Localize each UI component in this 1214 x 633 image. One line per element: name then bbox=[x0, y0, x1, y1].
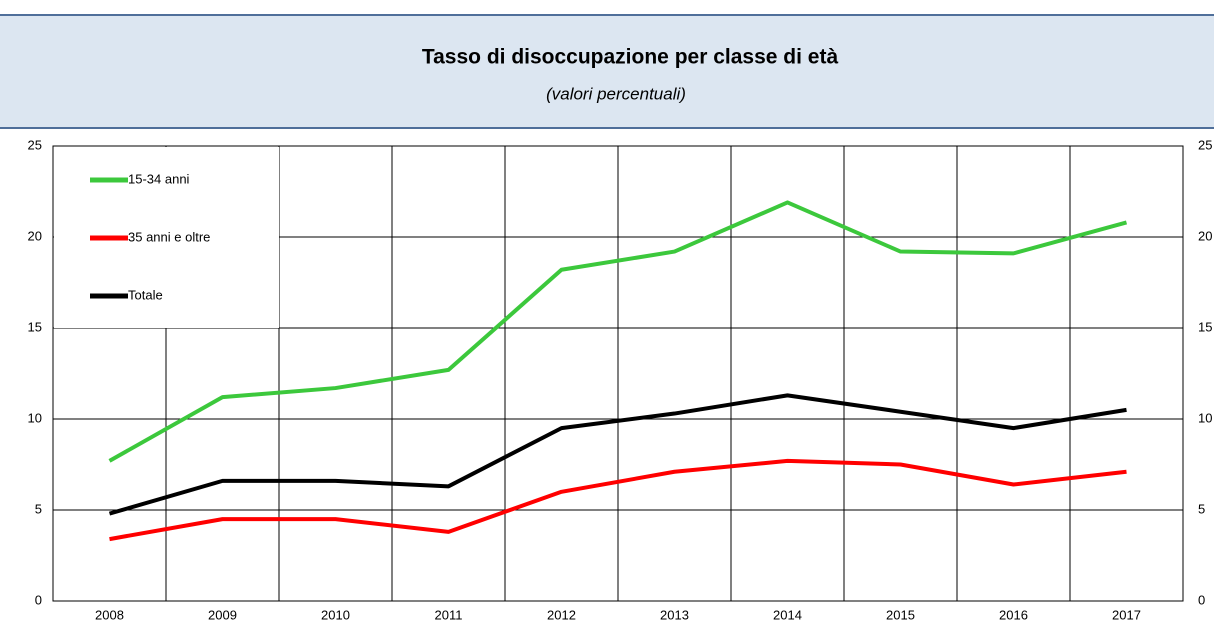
legend-label: 35 anni e oltre bbox=[128, 229, 210, 244]
y2-tick-label: 20 bbox=[1198, 228, 1212, 243]
x-tick-label: 2014 bbox=[773, 607, 802, 622]
x-tick-label: 2011 bbox=[435, 607, 463, 622]
legend-label: 15-34 anni bbox=[128, 171, 190, 186]
y-tick-label: 25 bbox=[28, 137, 42, 152]
legend-label: Totale bbox=[128, 287, 163, 302]
y-tick-label: 10 bbox=[28, 410, 42, 425]
series-line bbox=[108, 393, 1127, 516]
y2-tick-label: 15 bbox=[1198, 319, 1212, 334]
y-tick-label: 15 bbox=[28, 319, 42, 334]
x-tick-label: 2008 bbox=[95, 607, 124, 622]
chart-subtitle: (valori percentuali) bbox=[546, 84, 686, 103]
series-line bbox=[108, 200, 1128, 463]
y2-tick-label: 5 bbox=[1198, 501, 1205, 516]
y-tick-label: 20 bbox=[28, 228, 42, 243]
chart-title: Tasso di disoccupazione per classe di et… bbox=[422, 46, 839, 69]
x-tick-label: 2009 bbox=[208, 607, 237, 622]
y2-tick-label: 0 bbox=[1198, 592, 1205, 607]
x-tick-label: 2015 bbox=[886, 607, 915, 622]
y2-tick-label: 25 bbox=[1198, 137, 1212, 152]
y2-tick-label: 10 bbox=[1198, 410, 1212, 425]
y-tick-label: 5 bbox=[35, 501, 42, 516]
x-tick-label: 2016 bbox=[999, 607, 1028, 622]
x-tick-label: 2017 bbox=[1112, 607, 1141, 622]
series-line bbox=[109, 458, 1127, 542]
x-tick-label: 2010 bbox=[321, 607, 350, 622]
x-tick-label: 2012 bbox=[547, 607, 576, 622]
y-tick-label: 0 bbox=[35, 592, 42, 607]
header-band bbox=[0, 15, 1214, 128]
plot-frame bbox=[52, 145, 1184, 602]
x-tick-label: 2013 bbox=[660, 607, 689, 622]
